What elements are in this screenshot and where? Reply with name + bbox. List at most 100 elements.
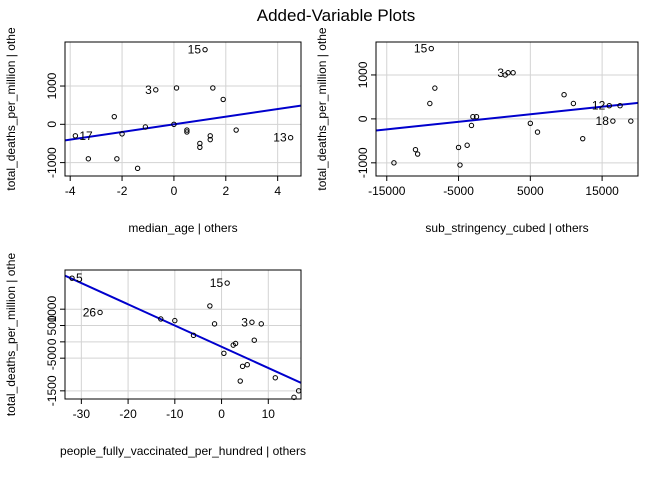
y-tick-label: 0 <box>356 115 370 122</box>
data-point <box>432 85 438 91</box>
y-axis-label: total_deaths_per_million | othe <box>315 27 329 191</box>
regression-line <box>65 104 301 142</box>
x-tick-label: -20 <box>119 407 137 421</box>
panel-1: 17 3 15 13 -4 -2 0 2 4 -1000 0 1000 median_age | oth… <box>4 27 302 235</box>
data-point <box>606 103 612 109</box>
data-point <box>237 378 243 384</box>
data-point <box>258 321 264 327</box>
point-label: 15 <box>188 43 202 57</box>
point-label: 12 <box>592 99 606 113</box>
data-point <box>72 133 79 139</box>
data-point <box>210 85 216 91</box>
x-tick-label: 2 <box>222 184 229 198</box>
data-point <box>97 309 103 316</box>
y-axis-label: total_deaths_per_million | othe <box>4 27 18 191</box>
x-axis-label: median_age | others <box>128 221 237 235</box>
point-label: 3 <box>241 315 248 329</box>
data-point <box>207 136 213 143</box>
data-point <box>207 133 213 139</box>
data-point <box>114 156 120 162</box>
data-point <box>457 162 463 168</box>
y-tick-label: 0 <box>45 121 59 128</box>
data-point <box>119 131 125 137</box>
data-point <box>391 160 397 166</box>
data-point <box>510 70 516 76</box>
data-point <box>207 303 213 309</box>
x-tick-label: -4 <box>65 184 76 198</box>
data-point <box>272 375 278 381</box>
data-point <box>455 144 462 151</box>
data-point <box>134 165 141 172</box>
data-point <box>534 129 541 135</box>
figure-title: Added-Variable Plots <box>257 6 415 25</box>
data-point <box>617 103 623 109</box>
y-tick-label: -1000 <box>356 147 370 178</box>
data-point <box>470 113 476 120</box>
x-tick-label: 0 <box>171 184 178 198</box>
y-tick-label: -500 <box>45 346 59 370</box>
data-point <box>172 317 178 324</box>
data-point <box>414 151 421 157</box>
data-point <box>249 319 255 325</box>
regression-line <box>376 101 638 132</box>
data-point <box>173 85 180 91</box>
data-point <box>570 100 577 107</box>
point-label: 15 <box>414 42 428 56</box>
x-tick-label: 10 <box>262 407 276 421</box>
data-point <box>239 363 246 370</box>
data-point <box>527 120 534 126</box>
x-axis-label: people_fully_vaccinated_per_hundred | ot… <box>60 444 306 458</box>
point-label: 17 <box>79 129 93 143</box>
data-point <box>69 275 75 281</box>
x-tick-label: 0 <box>218 407 225 421</box>
data-point <box>233 127 239 133</box>
plot-frame <box>375 41 639 177</box>
data-point <box>428 45 434 52</box>
plot-frame <box>64 269 302 400</box>
point-label: 3 <box>497 66 504 80</box>
data-point <box>628 118 634 124</box>
data-point <box>111 113 117 120</box>
data-point <box>184 129 190 135</box>
y-tick-label: 0 <box>45 338 59 345</box>
data-point <box>427 100 433 107</box>
y-tick-label: 1000 <box>356 61 370 88</box>
data-point <box>202 46 208 53</box>
data-point <box>580 135 586 142</box>
data-point <box>464 142 470 148</box>
data-point <box>224 280 230 286</box>
point-label: 5 <box>76 271 83 285</box>
y-tick-label: 500 <box>45 315 59 335</box>
data-point <box>291 394 297 401</box>
data-point <box>251 337 257 343</box>
plot-frame <box>64 41 302 177</box>
data-point <box>468 122 475 129</box>
data-point <box>610 118 616 124</box>
y-tick-label: 1000 <box>45 296 59 323</box>
data-point <box>473 113 480 120</box>
data-point <box>561 92 567 98</box>
x-tick-label: 5000 <box>517 184 544 198</box>
x-tick-label: -10 <box>166 407 184 421</box>
y-tick-label: -1500 <box>45 375 59 406</box>
x-tick-label: -30 <box>73 407 91 421</box>
data-point <box>158 316 164 322</box>
y-tick-label: -1000 <box>45 147 59 178</box>
data-point <box>221 350 227 356</box>
data-point <box>220 96 226 103</box>
data-point <box>287 135 294 141</box>
data-point <box>197 144 203 150</box>
data-point <box>184 127 190 133</box>
data-point <box>171 121 177 128</box>
point-label: 26 <box>83 305 97 319</box>
y-tick-label: 1000 <box>45 72 59 99</box>
data-point <box>85 156 92 162</box>
y-axis-label: total_deaths_per_million | othe <box>4 253 18 417</box>
x-tick-label: -5000 <box>443 184 474 198</box>
point-label: 3 <box>145 83 152 97</box>
point-label: 15 <box>210 276 224 290</box>
x-tick-label: 15000 <box>585 184 619 198</box>
